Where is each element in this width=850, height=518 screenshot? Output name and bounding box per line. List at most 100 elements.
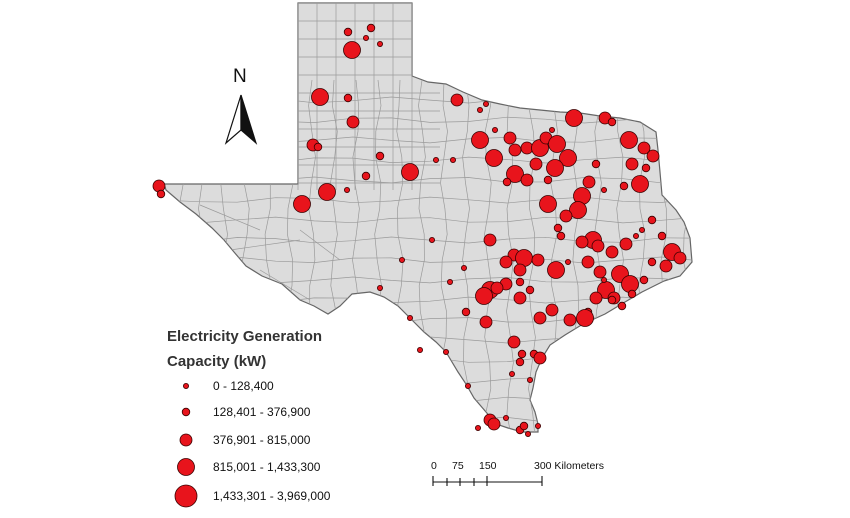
power-plant-marker [442,348,449,355]
scale-tick-150: 150 [479,460,497,472]
power-plant-marker [621,275,639,293]
power-plant-marker [519,421,529,431]
power-plant-marker [575,235,589,249]
power-plant-marker [460,264,467,271]
power-plant-marker [432,156,439,163]
power-plant-marker [502,414,509,421]
power-plant-marker [601,186,608,193]
legend-label-class-4: 815,001 - 1,433,300 [213,460,321,474]
power-plant-marker [485,149,503,167]
power-plant-marker [476,107,483,114]
power-plant-marker [346,115,360,129]
power-plant-marker [563,313,577,327]
power-plant-marker [565,109,583,127]
power-plant-marker [543,175,553,185]
county-line [299,229,341,261]
power-plant-marker [313,142,323,152]
legend-label-class-2: 128,401 - 376,900 [213,405,311,419]
power-plant-marker [576,309,594,327]
power-plant-marker [593,265,607,279]
power-plant-marker [545,303,559,317]
scale-tick-0: 0 [431,460,437,472]
power-plant-marker [533,311,547,325]
legend-symbol-class-2 [181,407,191,417]
county-line [164,216,692,224]
legend-label-class-1: 0 - 128,400 [213,379,274,393]
scale-bar: 0 75 150 300 Kilometers [431,460,604,486]
power-plant-marker [565,258,572,265]
power-plant-marker [607,117,617,127]
county-line [229,239,301,251]
power-plant-marker [449,156,456,163]
power-plant-marker [502,177,512,187]
power-plant-marker [475,287,493,305]
power-plant-marker [581,255,595,269]
county-line [259,269,311,301]
power-plant-marker [546,159,564,177]
power-plant-marker [361,171,371,181]
power-plant-marker [627,289,637,299]
power-plant-marker [620,131,638,149]
power-plant-marker [520,173,534,187]
legend-title-line1: Electricity Generation [167,328,322,345]
power-plant-marker [533,351,547,365]
power-plant-marker [293,195,311,213]
power-plant-marker [559,149,577,167]
power-plant-marker [591,239,605,253]
power-plant-marker [647,257,657,267]
power-plant-marker [601,276,608,283]
north-arrow: N [224,66,258,145]
power-plant-marker [515,357,525,367]
power-plant-marker [152,179,166,193]
power-plant-marker [559,209,573,223]
power-plant-marker [556,231,566,241]
power-plant-marker [428,236,435,243]
power-plant-marker [499,255,513,269]
power-plant-marker [619,181,629,191]
power-plant-marker [318,183,336,201]
county-line [462,79,470,432]
power-plant-marker [515,277,525,287]
scale-bar-line [432,476,543,486]
legend-symbol-class-3 [179,433,193,447]
power-plant-marker [633,232,640,239]
power-plant-marker [506,165,524,183]
power-plant-marker [617,301,627,311]
power-plant-marker [471,131,489,149]
power-plant-marker [490,281,504,295]
power-plant-marker [474,424,481,431]
county-line [164,396,692,404]
power-plant-marker [375,151,385,161]
legend-label-class-5: 1,433,301 - 3,969,000 [213,489,331,503]
power-plant-marker [464,382,471,389]
power-plant-marker [398,256,405,263]
power-plant-marker [625,157,639,171]
legend-title-line2: Capacity (kW) [167,353,266,370]
power-plant-marker [513,263,527,277]
power-plant-marker [491,127,498,134]
power-plant-marker [527,376,534,383]
power-plant-marker [479,315,493,329]
power-plant-marker [343,93,353,103]
county-line [176,79,184,432]
legend-symbol-class-1 [182,382,189,389]
power-plant-marker [416,346,423,353]
power-plant-marker [446,278,453,285]
power-plant-marker [450,93,464,107]
power-plant-marker [605,245,619,259]
power-plant-marker [619,237,633,251]
power-plant-marker [482,101,489,108]
power-plant-marker [483,233,497,247]
legend-symbol-class-5 [174,484,198,508]
power-plant-marker [343,186,350,193]
power-plant-marker [569,201,587,219]
power-plant-marker [508,370,515,377]
legend-label-class-3: 376,901 - 815,000 [213,433,311,447]
power-plant-marker [525,430,532,437]
power-plant-marker [553,223,563,233]
legend: Electricity Generation Capacity (kW) 0 -… [167,328,331,508]
power-plant-marker [311,88,329,106]
power-plant-marker [362,35,369,42]
power-plant-marker [508,143,522,157]
power-plant-marker [366,23,376,33]
